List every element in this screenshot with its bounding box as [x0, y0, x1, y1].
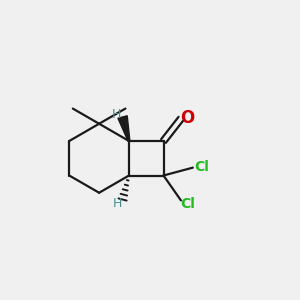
Text: Cl: Cl — [194, 160, 209, 174]
Text: H: H — [113, 196, 122, 210]
Text: Cl: Cl — [180, 197, 195, 211]
Text: O: O — [180, 109, 195, 127]
Polygon shape — [118, 116, 130, 141]
Text: H: H — [112, 108, 122, 122]
